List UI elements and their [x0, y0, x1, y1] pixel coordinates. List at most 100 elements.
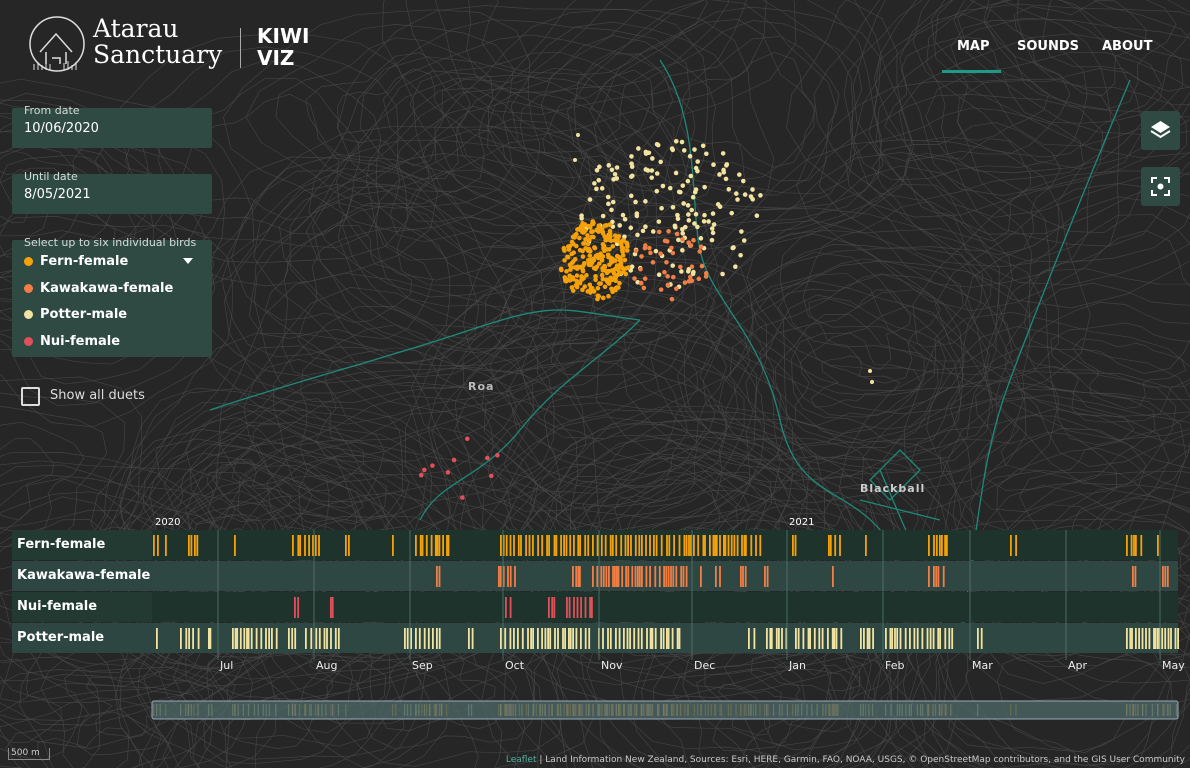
dropdown-arrow[interactable] [182, 257, 194, 265]
detection [587, 253, 593, 258]
contour [503, 360, 706, 494]
detection-tick [944, 628, 947, 649]
detection [687, 153, 693, 159]
checkbox[interactable] [21, 387, 40, 406]
bird-option[interactable]: Nui-female [24, 334, 120, 349]
detection-tick [667, 566, 670, 587]
detection-tick [797, 628, 800, 649]
detection-tick [617, 566, 620, 587]
nav-link[interactable]: MAP [957, 39, 990, 54]
row-label: Nui-female [17, 599, 98, 614]
contour [543, 372, 688, 494]
contour [651, 35, 840, 182]
bird-option[interactable]: Potter-male [24, 307, 127, 322]
detection-tick [631, 566, 634, 587]
detection-tick [865, 535, 867, 556]
detection-tick [560, 535, 562, 556]
contour [717, 280, 994, 481]
detection [596, 225, 602, 231]
detection-tick [312, 535, 314, 556]
contour [0, 696, 194, 768]
detection [600, 213, 606, 219]
detection [622, 216, 628, 222]
detection-tick [1174, 628, 1177, 649]
detection-tick [891, 628, 894, 649]
detection-tick [719, 535, 721, 556]
contour [677, 246, 1058, 516]
detection [643, 243, 648, 248]
detection-tick [438, 566, 441, 587]
contour [405, 128, 554, 222]
detection-tick [180, 628, 182, 649]
detection [702, 184, 707, 190]
detection [579, 277, 584, 282]
until-date[interactable]: Until date 8/05/2021 [12, 170, 212, 214]
detection-tick [671, 628, 674, 649]
detection-tick [673, 535, 675, 556]
detection [445, 470, 451, 475]
detection [622, 257, 628, 263]
detection-tick [471, 628, 474, 649]
detection [576, 133, 580, 137]
contour [750, 649, 891, 733]
detection [758, 193, 763, 198]
detection [723, 176, 729, 182]
detection [579, 216, 584, 221]
detection-tick [641, 535, 643, 556]
detection [721, 170, 727, 175]
detection-tick [502, 566, 505, 587]
from-date[interactable]: From date 10/06/2020 [12, 104, 212, 148]
detection [685, 178, 691, 184]
detection-tick [627, 566, 630, 587]
contour [0, 496, 180, 666]
detection [594, 167, 600, 173]
detection-tick [425, 535, 428, 556]
detection-tick [625, 566, 627, 587]
nav-link[interactable]: SOUNDS [1017, 39, 1080, 54]
contour [441, 67, 621, 199]
detection [634, 213, 640, 219]
detection-tick [932, 628, 935, 649]
detection [594, 186, 599, 192]
contour [409, 51, 651, 213]
detection-tick [271, 628, 273, 649]
detection-tick [889, 628, 892, 649]
detection [620, 212, 626, 218]
checkbox-label[interactable]: Show all duets [50, 388, 145, 403]
contour [931, 0, 1190, 159]
detection [573, 158, 577, 162]
detection-tick [600, 566, 603, 587]
bird-option[interactable]: Fern-female [24, 254, 128, 269]
detection [617, 257, 623, 263]
detection-tick [554, 628, 556, 649]
detection-tick [265, 628, 267, 649]
detection [574, 273, 580, 278]
detection-tick [415, 628, 417, 649]
detection [600, 276, 606, 282]
detection-tick [1154, 628, 1157, 649]
contour [774, 314, 939, 445]
fit-button[interactable] [1141, 167, 1180, 206]
contour [186, 458, 292, 525]
detection-tick [766, 566, 769, 587]
bird-select[interactable]: Select up to six individual birds Fern-f… [12, 236, 212, 357]
bird-option[interactable]: Kawakawa-female [24, 281, 173, 296]
logo-text: Atarau Sanctuary [93, 16, 222, 68]
detection-tick [939, 535, 941, 556]
detection [610, 199, 616, 205]
nav-link[interactable]: ABOUT [1102, 39, 1153, 54]
detection-tick [755, 535, 757, 556]
contour [289, 74, 718, 372]
detection-tick [813, 628, 816, 649]
detection-tick [624, 535, 627, 556]
detection-tick [434, 535, 437, 556]
contour [190, 442, 387, 573]
contour [953, 0, 1190, 135]
detection-tick [665, 566, 668, 587]
detection [590, 256, 596, 262]
place-label: Blackball [860, 482, 926, 495]
layers-button[interactable] [1141, 111, 1180, 150]
contour [382, 0, 797, 154]
detection-tick [580, 628, 582, 649]
attribution-link[interactable]: Leaflet [505, 755, 537, 765]
